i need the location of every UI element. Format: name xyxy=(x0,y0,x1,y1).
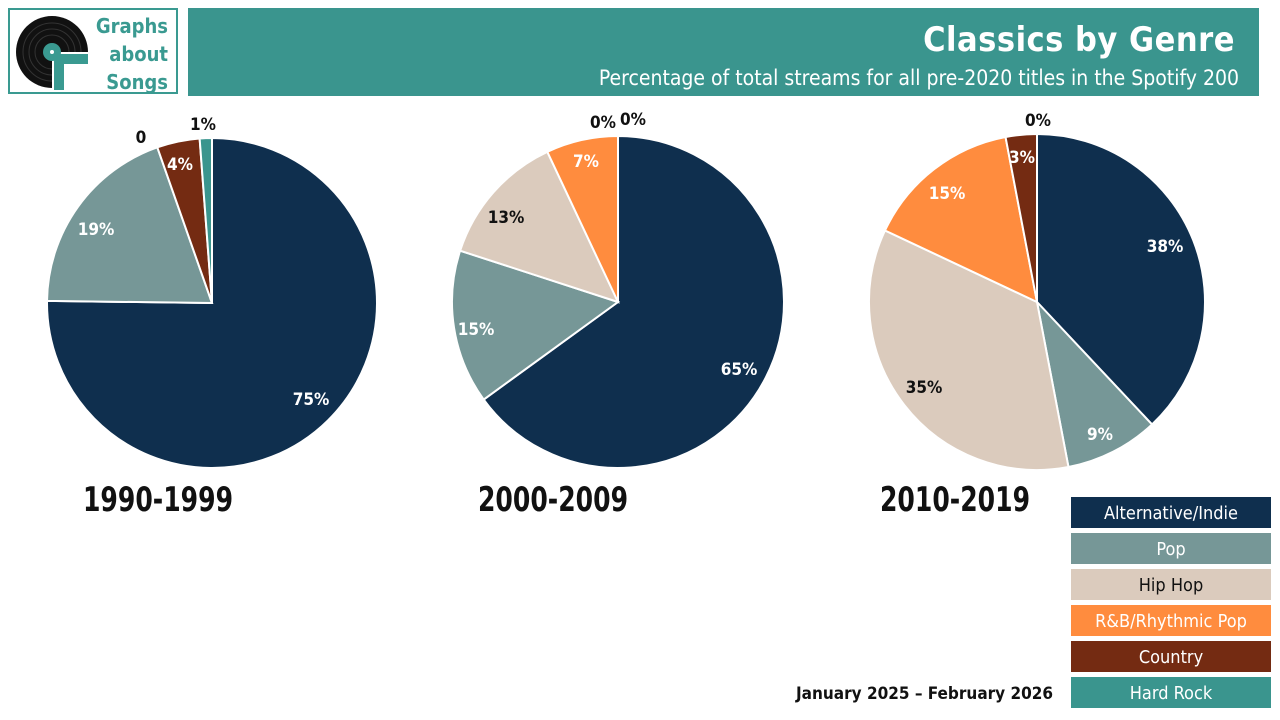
pie-2-label-r-b-rhythmic-pop: 15% xyxy=(929,184,966,204)
page-title: Classics by Genre xyxy=(923,20,1235,60)
logo-wordmark: Graphs about Songs xyxy=(96,12,168,96)
pie-1-slice-r-b-rhythmic-pop xyxy=(545,134,619,303)
legend-hip-hop: Hip Hop xyxy=(1071,569,1271,600)
pie-0-label-pop: 19% xyxy=(78,220,115,240)
pie-2-slice-r-b-rhythmic-pop xyxy=(883,135,1039,304)
pie-0-label-hard-rock: 1% xyxy=(190,115,216,135)
pie-1-label-alternative-indie: 65% xyxy=(721,360,758,380)
page-subtitle: Percentage of total streams for all pre-… xyxy=(598,66,1239,90)
pie-2-slice-pop xyxy=(1035,298,1154,469)
logo-line-1: Graphs xyxy=(95,14,168,38)
pie-1-slice-hip-hop xyxy=(458,150,620,304)
logo-line-3: Songs xyxy=(106,70,168,94)
period-label-2000s: 2000-2009 xyxy=(477,480,629,520)
pie-0-extra-label-0: 0 xyxy=(136,128,147,148)
pie-1-label-r-b-rhythmic-pop: 7% xyxy=(573,152,599,172)
pie-2-label-hip-hop: 35% xyxy=(906,378,943,398)
pie-1-label-hip-hop: 13% xyxy=(488,208,525,228)
pie-2-slice-hip-hop xyxy=(868,229,1070,471)
pie-2-label-hard-rock: 0% xyxy=(1025,111,1051,131)
pie-0-slice-alternative-indie xyxy=(46,136,378,469)
pie-1-slice-pop xyxy=(451,249,621,401)
legend-country: Country xyxy=(1071,641,1271,672)
period-label-2010s: 2010-2019 xyxy=(879,480,1031,520)
date-range-footer: January 2025 – February 2026 xyxy=(796,684,1054,704)
pie-1-label-hard-rock: 0% xyxy=(620,110,646,130)
pie-0-label-alternative-indie: 75% xyxy=(293,390,330,410)
pie-2-label-country: 3% xyxy=(1009,148,1035,168)
legend-hard-rock: Hard Rock xyxy=(1071,677,1271,708)
pie-2-label-pop: 9% xyxy=(1087,425,1113,445)
header-banner: Classics by Genre Percentage of total st… xyxy=(188,8,1259,96)
period-label-1990s: 1990-1999 xyxy=(82,480,234,520)
legend-alternative-indie: Alternative/Indie xyxy=(1071,497,1271,528)
vinyl-record-icon xyxy=(16,16,92,92)
legend: Alternative/Indie Pop Hip Hop R&B/Rhythm… xyxy=(1071,497,1271,713)
pie-1-label-country: 0% xyxy=(590,113,616,133)
logo: Graphs about Songs xyxy=(8,8,178,94)
pie-2-label-alternative-indie: 38% xyxy=(1147,237,1184,257)
pie-1-label-pop: 15% xyxy=(458,320,495,340)
pie-1-slice-alternative-indie xyxy=(482,134,785,469)
logo-line-2: about xyxy=(109,42,168,66)
legend-rnb-rhythmic-pop: R&B/Rhythmic Pop xyxy=(1071,605,1271,636)
pie-2-slice-alternative-indie xyxy=(1036,132,1206,426)
pie-2-slice-country xyxy=(1004,132,1038,303)
legend-pop: Pop xyxy=(1071,533,1271,564)
pie-0-label-country: 4% xyxy=(167,155,193,175)
pie-0-slice-hard-rock xyxy=(198,136,213,304)
